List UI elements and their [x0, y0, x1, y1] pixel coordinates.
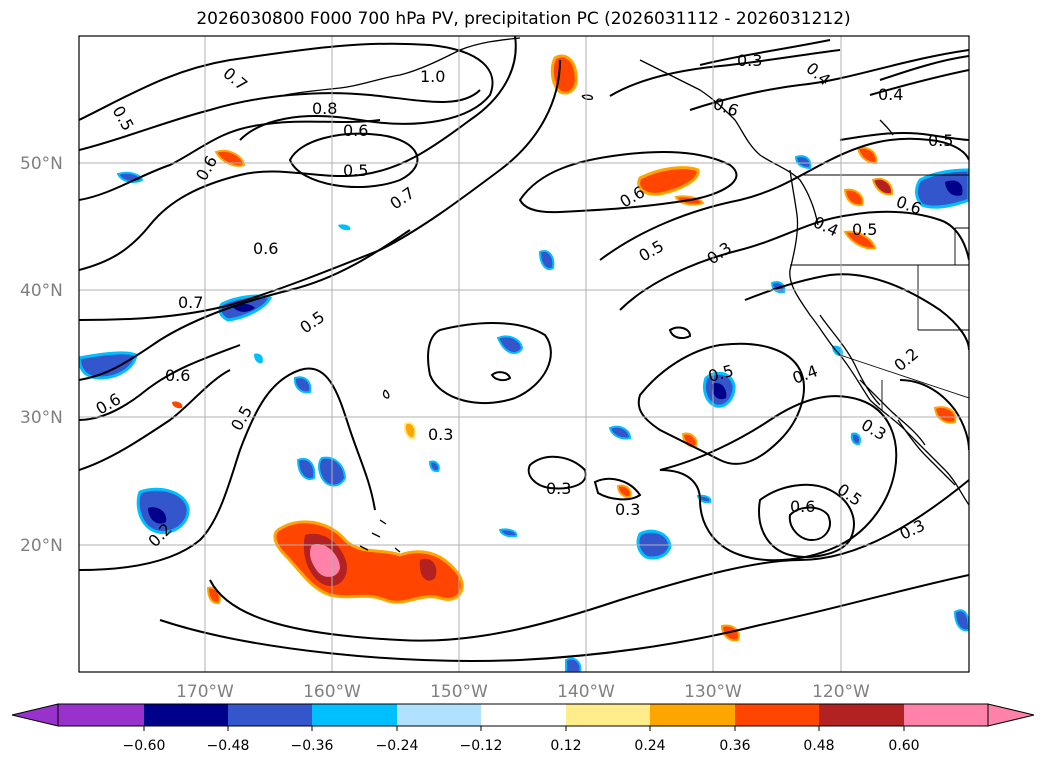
colorbar-segment [144, 704, 228, 726]
contour-label: 0.6 [165, 366, 190, 385]
colorbar-segment [312, 704, 397, 726]
lon-label-150w: 150°W [430, 682, 488, 702]
lon-label-140w: 140°W [557, 682, 615, 702]
colorbar-tick: −0.60 [123, 738, 166, 754]
colorbar-tick: 0.60 [888, 738, 919, 754]
colorbar-segment [228, 704, 312, 726]
contour-label: 0.5 [852, 220, 877, 239]
colorbar: −0.60 −0.48 −0.36 −0.24 −0.12 0.12 0.24 … [11, 703, 1035, 754]
lon-label-160w: 160°W [303, 682, 361, 702]
lon-label-120w: 120°W [812, 682, 870, 702]
map-frame [78, 35, 970, 673]
colorbar-extend-low [11, 703, 59, 727]
lat-label-30n: 30°N [20, 408, 63, 428]
colorbar-tick: −0.24 [376, 738, 419, 754]
colorbar-tick: −0.36 [291, 738, 334, 754]
pv-contours [79, 36, 969, 662]
colorbar-tick: 0.24 [634, 738, 665, 754]
colorbar-tick: 0.36 [719, 738, 750, 754]
contour-label: 0.6 [790, 497, 815, 516]
colorbar-segment [58, 704, 144, 726]
map-title: 2026030800 F000 700 hPa PV, precipitatio… [196, 9, 851, 29]
colorbar-segment [481, 704, 566, 726]
colorbar-tick: 0.48 [803, 738, 834, 754]
contour-label: 0.3 [737, 51, 762, 70]
contour-label: 0.3 [428, 425, 453, 444]
lat-label-50n: 50°N [20, 154, 63, 174]
colorbar-tick: 0.12 [550, 738, 581, 754]
colorbar-tick: −0.48 [207, 738, 250, 754]
graticule [79, 36, 969, 672]
lon-label-170w: 170°W [176, 682, 234, 702]
longitude-labels: 170°W 160°W 150°W 140°W 130°W 120°W [176, 682, 870, 702]
colorbar-segment [735, 704, 819, 726]
lat-label-20n: 20°N [20, 536, 63, 556]
contour-label: 0.4 [878, 85, 903, 104]
contour-label: 0.6 [343, 121, 368, 140]
contour-label: 0.7 [178, 293, 203, 312]
contour-label: 0.3 [615, 500, 640, 519]
colorbar-tick: −0.12 [460, 738, 503, 754]
contour-label: 0.5 [343, 161, 368, 180]
colorbar-segment [819, 704, 904, 726]
latitude-labels: 50°N 40°N 30°N 20°N [20, 154, 63, 556]
contour-label: 1.0 [420, 67, 445, 86]
map-area [79, 36, 969, 672]
contour-label: 0.3 [546, 479, 571, 498]
contour-label: 0.6 [253, 239, 278, 258]
lat-label-40n: 40°N [20, 281, 63, 301]
precip-shading [79, 54, 969, 672]
contour-label: 0.5 [928, 131, 953, 150]
colorbar-segment [566, 704, 650, 726]
colorbar-segment [650, 704, 735, 726]
borders [790, 174, 969, 410]
lon-label-130w: 130°W [684, 682, 742, 702]
colorbar-extend-high [987, 703, 1035, 727]
colorbar-segment [904, 704, 988, 726]
coastlines [284, 37, 969, 553]
colorbar-segment [397, 704, 481, 726]
contour-label: 0.8 [312, 99, 337, 118]
